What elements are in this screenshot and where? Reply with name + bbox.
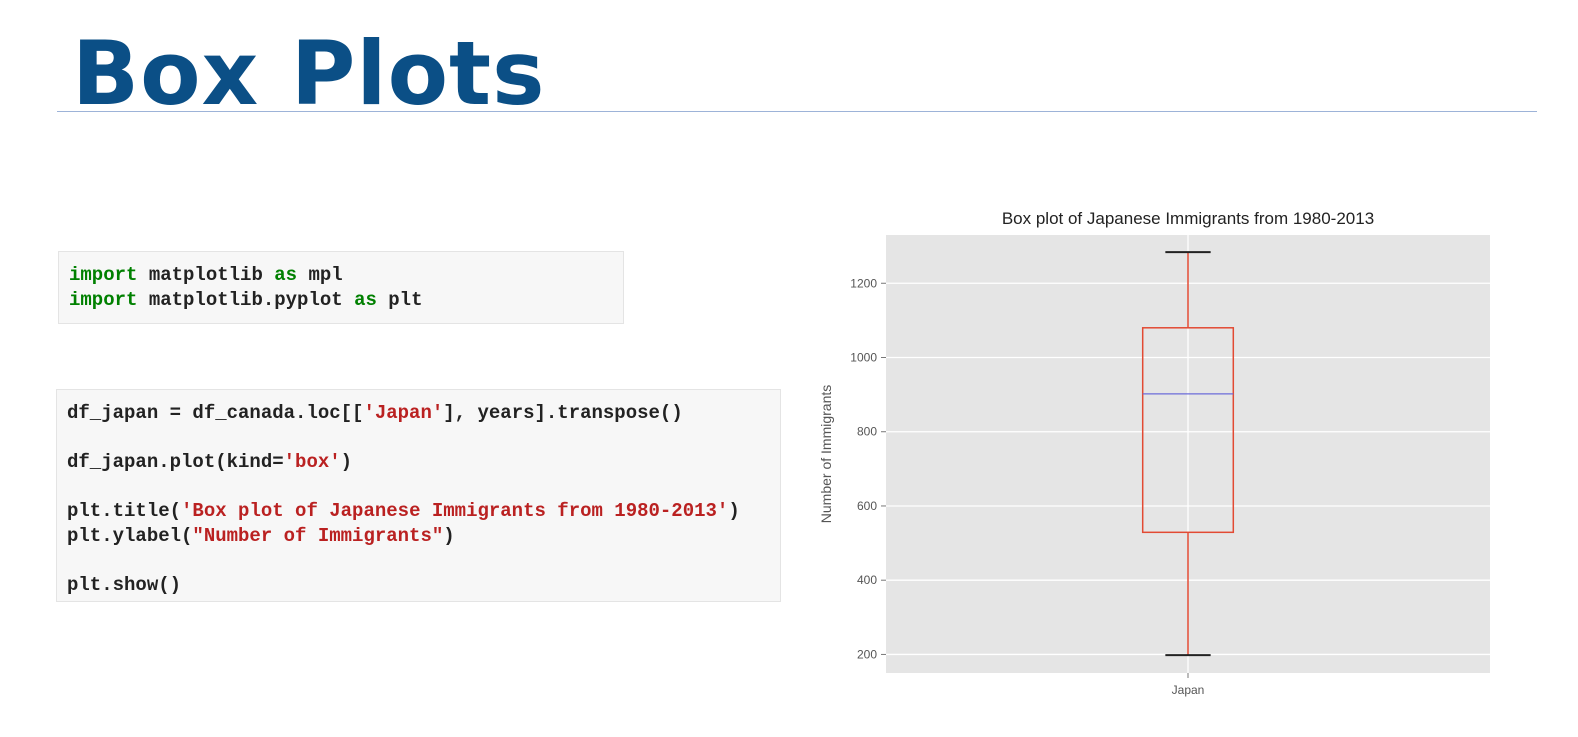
code-line: import matplotlib as mpl [69, 263, 623, 288]
code-token: plt.show() [67, 573, 182, 596]
code-line: df_japan.plot(kind='box') [67, 450, 780, 475]
code-blank-line [67, 548, 780, 573]
box-plot-chart: Box plot of Japanese Immigrants from 198… [800, 195, 1520, 715]
code-line: plt.show() [67, 573, 780, 598]
code-cell-imports[interactable]: import matplotlib as mpl import matplotli… [58, 251, 624, 324]
code-line: import matplotlib.pyplot as plt [69, 288, 623, 313]
code-token: plt.title( [67, 500, 182, 522]
code-token: df_japan.plot(kind= [67, 451, 284, 473]
y-axis-label: Number of Immigrants [818, 385, 834, 523]
code-keyword: import [69, 288, 138, 311]
code-token: matplotlib.pyplot [137, 288, 355, 311]
code-token: ) [443, 524, 455, 547]
code-string: 'Box plot of Japanese Immigrants from 19… [181, 500, 729, 522]
y-tick-label: 1000 [850, 350, 877, 364]
chart-title: Box plot of Japanese Immigrants from 198… [1002, 209, 1374, 228]
code-blank-line [67, 475, 780, 500]
y-tick-label: 1200 [850, 276, 877, 290]
code-token: mpl [297, 264, 343, 286]
code-token: ], years].transpose() [443, 402, 683, 424]
code-token: plt [376, 288, 423, 311]
code-string: 'box' [283, 451, 341, 473]
y-tick-label: 600 [857, 499, 877, 513]
code-cell-plot[interactable]: df_japan = df_canada.loc[['Japan'], year… [56, 389, 781, 602]
y-tick-label: 800 [857, 425, 877, 439]
code-token: ) [728, 500, 740, 522]
code-keyword: as [274, 264, 298, 286]
box-iqr [1141, 327, 1235, 534]
code-string: 'Japan' [363, 402, 444, 424]
code-token: ) [340, 451, 353, 473]
code-line: plt.title('Box plot of Japanese Immigran… [67, 499, 780, 524]
code-line: plt.ylabel("Number of Immigrants") [67, 524, 780, 549]
code-token: df_japan = df_canada.loc[[ [67, 402, 364, 424]
code-keyword: as [354, 288, 377, 311]
code-token: matplotlib [137, 264, 275, 286]
y-tick-label: 200 [857, 647, 877, 661]
code-token: plt.ylabel( [67, 524, 193, 547]
code-blank-line [67, 426, 780, 451]
slide-title: Box Plots [72, 22, 546, 125]
chart-svg: Box plot of Japanese Immigrants from 198… [818, 209, 1490, 697]
y-tick-label: 400 [857, 573, 877, 587]
code-string: "Number of Immigrants" [192, 524, 444, 547]
code-line: df_japan = df_canada.loc[['Japan'], year… [67, 401, 780, 426]
code-keyword: import [69, 264, 138, 286]
x-tick-label: Japan [1172, 683, 1205, 697]
title-divider [57, 111, 1537, 112]
